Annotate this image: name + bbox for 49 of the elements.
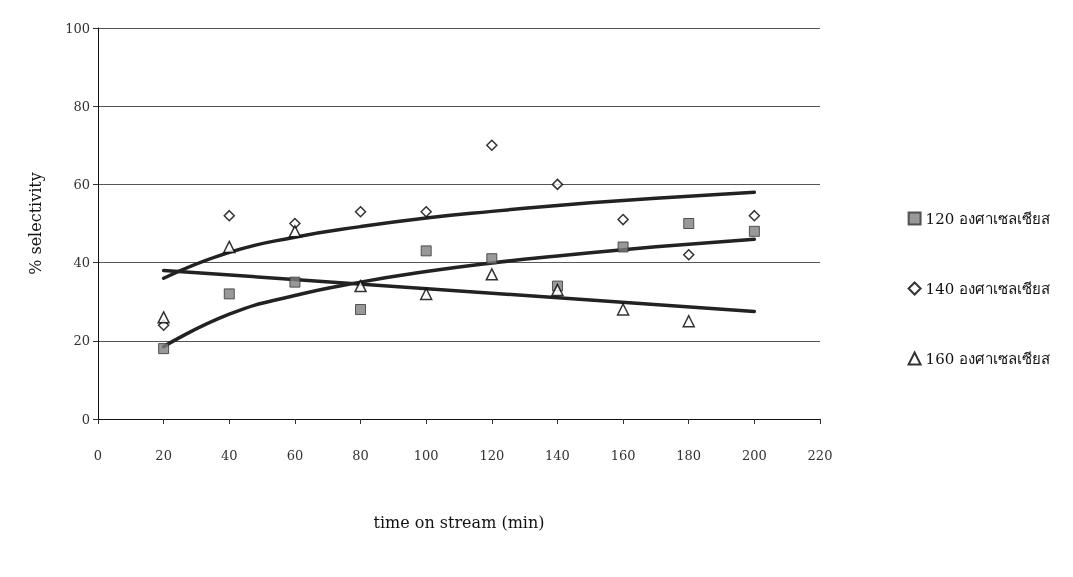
y-axis-title: % selectivity [25,172,45,275]
y-tick-label: 80 [73,98,90,114]
point [157,311,170,324]
point [617,241,629,253]
point [223,209,236,222]
x-tick-label: 140 [545,448,570,463]
point [419,287,433,301]
x-tick-label: 60 [286,448,304,463]
point [223,288,235,300]
point [616,303,630,316]
point [551,283,564,297]
x-tick-label: 220 [807,448,833,463]
x-tick-label: 20 [155,448,172,463]
legend-label: 120 องศาเซลเซียส [925,209,1051,228]
x-tick-label: 200 [741,448,767,463]
point [486,139,498,152]
point [748,209,761,222]
point [355,304,367,316]
point [420,206,432,218]
y-tick-label: 0 [81,411,90,427]
point [223,240,236,254]
point [748,225,760,237]
point [158,343,170,355]
x-tick-label: 40 [221,448,238,463]
point [420,245,432,257]
legend-label: 160 องศาเซลเซียส [925,349,1051,368]
point [551,178,564,191]
point [682,315,695,328]
point [354,206,367,218]
x-tick-label: 160 [610,448,636,463]
point [485,268,499,281]
point [288,225,302,238]
y-tick-label: 100 [65,20,90,36]
point [682,249,695,261]
x-tick-label: 100 [413,448,439,463]
point [289,276,301,288]
x-tick-label: 180 [676,448,702,463]
point [486,253,498,265]
y-tick-label: 20 [73,333,90,349]
x-tick-label: 80 [352,448,369,463]
point [683,218,695,229]
x-tick-label: 120 [479,448,505,463]
x-tick-label: 0 [93,448,103,463]
point [617,213,629,226]
y-tick-label: 60 [73,176,90,192]
legend-label: 140 องศาเซลเซียส [925,279,1051,298]
point [354,279,367,293]
x-axis-title: time on stream (min) [373,512,545,532]
y-tick-label: 40 [73,255,90,271]
